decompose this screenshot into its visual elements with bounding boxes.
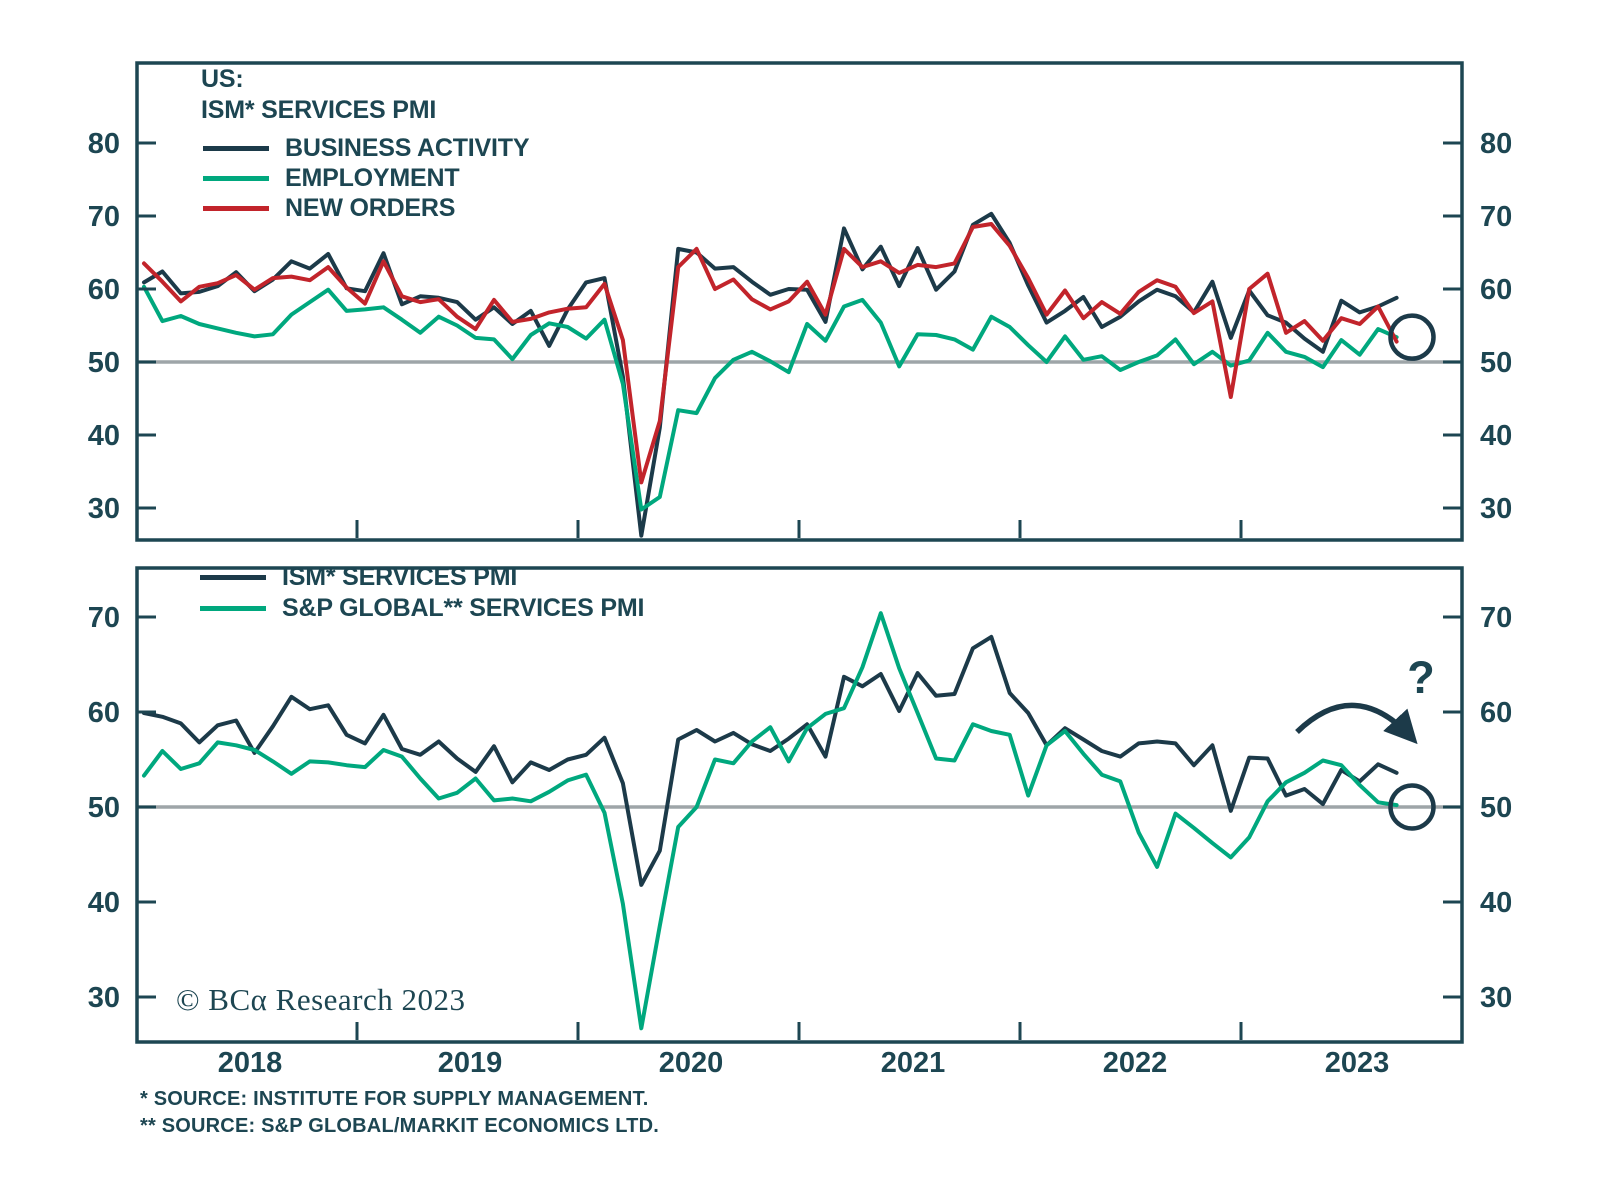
chart-title-region: US: — [201, 65, 244, 93]
y-axis-tick-label-left: 30 — [88, 493, 120, 525]
y-axis-tick-label-right: 60 — [1480, 274, 1512, 306]
y-axis-tick-label-left: 40 — [88, 420, 120, 452]
legend-top-panel: BUSINESS ACTIVITY EMPLOYMENT NEW ORDERS — [203, 133, 530, 223]
chart-title-block: US: ISM* SERVICES PMI — [201, 64, 436, 126]
employment-swatch — [203, 175, 269, 181]
legend-item-ism-services-pmi: ISM* SERVICES PMI — [200, 562, 644, 593]
y-axis-tick-label-left: 50 — [88, 792, 120, 824]
y-axis-tick-label-right: 80 — [1480, 128, 1512, 160]
panel-border — [135, 566, 1464, 1044]
rollover-arrow-annotation — [1295, 702, 1418, 745]
legend-item-sp-global-services-pmi: S&P GLOBAL** SERVICES PMI — [200, 593, 644, 624]
legend-item-business-activity: BUSINESS ACTIVITY — [203, 133, 530, 163]
latest-value-circle-annotation — [1388, 313, 1436, 361]
x-axis-year-label: 2020 — [659, 1047, 724, 1079]
x-axis-year-label: 2022 — [1103, 1047, 1168, 1079]
y-axis-tick-label-left: 70 — [88, 602, 120, 634]
series-line-new-orders — [142, 222, 1399, 485]
y-axis-tick-label-left: 30 — [88, 982, 120, 1014]
y-axis-tick-label-left: 80 — [88, 128, 120, 160]
legend-item-employment: EMPLOYMENT — [203, 163, 529, 193]
y-axis-tick-label-right: 50 — [1480, 347, 1512, 379]
legend-label-employment: EMPLOYMENT — [285, 163, 460, 192]
y-axis-tick-label-right: 30 — [1480, 493, 1512, 525]
panel-border — [135, 61, 1464, 542]
source-footnotes: * SOURCE: INSTITUTE FOR SUPPLY MANAGEMEN… — [140, 1086, 659, 1140]
x-axis-year-label: 2023 — [1325, 1047, 1390, 1079]
business-activity-swatch — [203, 145, 269, 151]
series-line-employment — [142, 284, 1399, 512]
x-axis-year-label: 2018 — [218, 1047, 283, 1079]
footnote-ism-source: * SOURCE: INSTITUTE FOR SUPPLY MANAGEMEN… — [140, 1088, 649, 1110]
legend-label-new-orders: NEW ORDERS — [285, 193, 456, 222]
footnote-sp-global-source: ** SOURCE: S&P GLOBAL/MARKIT ECONOMICS L… — [140, 1115, 659, 1137]
y-axis-tick-label-right: 40 — [1480, 420, 1512, 452]
ism-services-pmi-swatch — [200, 575, 266, 580]
y-axis-tick-label-left: 60 — [88, 274, 120, 306]
y-axis-tick-label-left: 40 — [88, 887, 120, 919]
x-axis-year-label: 2019 — [438, 1047, 503, 1079]
y-axis-tick-label-right: 30 — [1480, 982, 1512, 1014]
legend-item-new-orders: NEW ORDERS — [203, 193, 529, 223]
series-line-s-p-global-services-pmi — [142, 611, 1399, 1031]
question-mark-annotation: ? — [1407, 652, 1435, 703]
y-axis-tick-label-right: 70 — [1480, 201, 1512, 233]
y-axis-tick-label-left: 60 — [88, 697, 120, 729]
new-orders-swatch — [203, 205, 269, 211]
series-line-ism-services-pmi — [142, 634, 1399, 887]
chart-title-index: ISM* SERVICES PMI — [201, 96, 437, 124]
y-axis-tick-label-right: 40 — [1480, 887, 1512, 919]
legend-label-sp-global-services-pmi: S&P GLOBAL** SERVICES PMI — [282, 594, 645, 622]
legend-label-business-activity: BUSINESS ACTIVITY — [285, 133, 530, 162]
y-axis-tick-label-left: 70 — [88, 201, 120, 233]
legend-label-ism-services-pmi: ISM* SERVICES PMI — [282, 563, 518, 591]
latest-value-circle-annotation — [1388, 783, 1436, 831]
x-axis-year-label: 2021 — [881, 1047, 946, 1079]
y-axis-tick-label-right: 50 — [1480, 792, 1512, 824]
y-axis-tick-label-right: 60 — [1480, 697, 1512, 729]
sp-global-services-pmi-swatch — [200, 606, 266, 611]
series-line-business-activity — [142, 211, 1399, 538]
y-axis-tick-label-left: 50 — [88, 347, 120, 379]
y-axis-tick-label-right: 70 — [1480, 602, 1512, 634]
copyright-notice: © BCα Research 2023 — [176, 982, 466, 1017]
legend-bottom-panel: ISM* SERVICES PMI S&P GLOBAL** SERVICES … — [200, 562, 644, 624]
